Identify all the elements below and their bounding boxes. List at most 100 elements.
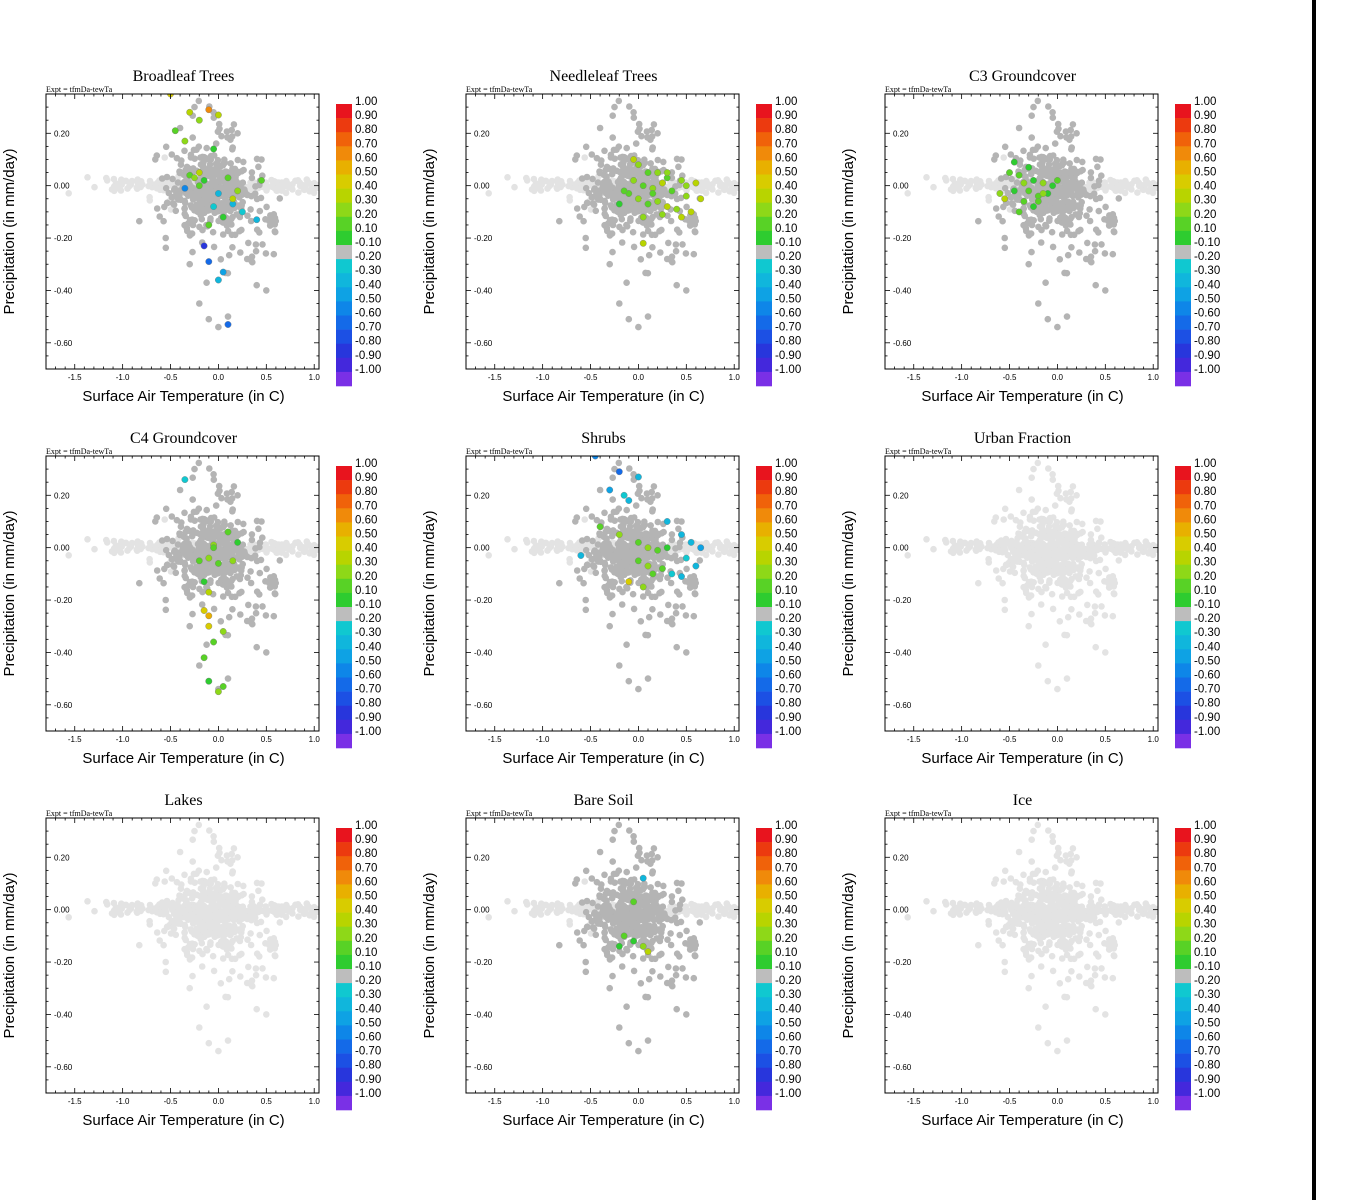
background-point (259, 241, 266, 248)
colorbar-label: -0.90 (355, 350, 381, 362)
background-point (523, 539, 531, 546)
background-point (644, 313, 652, 320)
background-point (673, 557, 681, 565)
colorbar-label: 0.10 (775, 223, 797, 235)
colored-point (234, 539, 242, 546)
background-point (985, 177, 993, 185)
background-point (625, 677, 633, 685)
background-point (256, 569, 264, 577)
colorbar-swatch (756, 649, 772, 664)
background-point (1022, 173, 1029, 180)
colorbar-swatch (336, 607, 352, 622)
colorbar-swatch (1175, 118, 1191, 133)
background-point (1086, 217, 1094, 225)
background-point (1056, 546, 1063, 553)
background-point (673, 281, 680, 289)
colored-point (1025, 163, 1033, 171)
colorbar-swatch (756, 536, 772, 551)
background-point (1028, 496, 1035, 503)
background-point (678, 518, 685, 525)
colorbar-swatch (756, 705, 772, 721)
background-point (985, 555, 992, 563)
background-point (682, 250, 690, 257)
background-point (169, 175, 176, 183)
background-point (182, 574, 190, 582)
background-point (1008, 537, 1015, 545)
background-point (690, 250, 698, 258)
colorbar-swatch (756, 245, 772, 260)
colored-point (639, 213, 647, 221)
background-point (630, 109, 637, 116)
colored-point (1015, 171, 1023, 179)
background-point (223, 168, 231, 176)
colored-point (615, 200, 623, 208)
background-point (1077, 202, 1084, 209)
background-point (308, 547, 315, 554)
background-point (1084, 239, 1091, 247)
background-point (262, 541, 270, 548)
background-point (215, 217, 222, 225)
background-point (259, 534, 266, 541)
colorbar-swatch (336, 663, 352, 678)
background-point (691, 583, 699, 590)
colorbar-label: -0.20 (355, 613, 381, 625)
y-tick-label: 0.20 (54, 491, 70, 500)
background-point (169, 537, 176, 545)
background-point (1046, 152, 1054, 160)
background-point (511, 183, 518, 191)
background-point (636, 531, 644, 539)
colorbar-label: 0.90 (1194, 110, 1216, 122)
colorbar-label: -0.70 (355, 684, 381, 696)
background-point (216, 174, 224, 181)
background-point (632, 502, 640, 509)
background-point (702, 189, 710, 197)
background-point (675, 163, 682, 171)
colorbar-label: 0.50 (775, 167, 797, 179)
colorbar-swatch (336, 132, 352, 147)
background-point (947, 186, 955, 193)
background-point (207, 532, 215, 539)
background-point (1075, 227, 1082, 235)
background-point (626, 465, 633, 472)
background-point (263, 649, 270, 656)
background-point (172, 569, 180, 577)
background-point (245, 601, 252, 609)
background-point (245, 239, 252, 247)
background-point (1115, 195, 1123, 202)
colored-point (673, 205, 681, 213)
colorbar-swatch (336, 357, 352, 373)
background-point (992, 567, 1000, 574)
background-point (225, 613, 233, 621)
background-point (1025, 594, 1033, 601)
background-point (976, 540, 984, 547)
background-point (995, 213, 1002, 220)
background-point (607, 513, 615, 521)
background-point (283, 177, 290, 185)
background-point (253, 226, 261, 233)
background-point (639, 524, 647, 531)
background-point (198, 601, 206, 608)
colorbar-label: -0.20 (775, 251, 801, 263)
background-point (146, 193, 153, 201)
background-point (1062, 530, 1070, 538)
background-point (617, 211, 625, 219)
background-point (1111, 540, 1118, 548)
colorbar-swatch (336, 329, 352, 344)
background-point (603, 535, 610, 542)
points-layer (904, 459, 1158, 693)
background-point (1133, 177, 1141, 184)
background-point (1016, 161, 1024, 168)
background-point (566, 555, 573, 563)
background-point (640, 569, 647, 576)
background-point (654, 156, 662, 164)
background-point (176, 530, 183, 537)
background-point (252, 247, 260, 255)
x-axis-label: Surface Air Temperature (in C) (502, 388, 704, 405)
colored-point (195, 116, 203, 124)
colorbar-swatch (336, 160, 352, 175)
background-point (189, 248, 196, 256)
background-point (227, 522, 234, 529)
background-point (210, 476, 218, 484)
expt-label: Expt = tfmDa-tewTa (466, 85, 533, 94)
background-point (158, 537, 166, 544)
